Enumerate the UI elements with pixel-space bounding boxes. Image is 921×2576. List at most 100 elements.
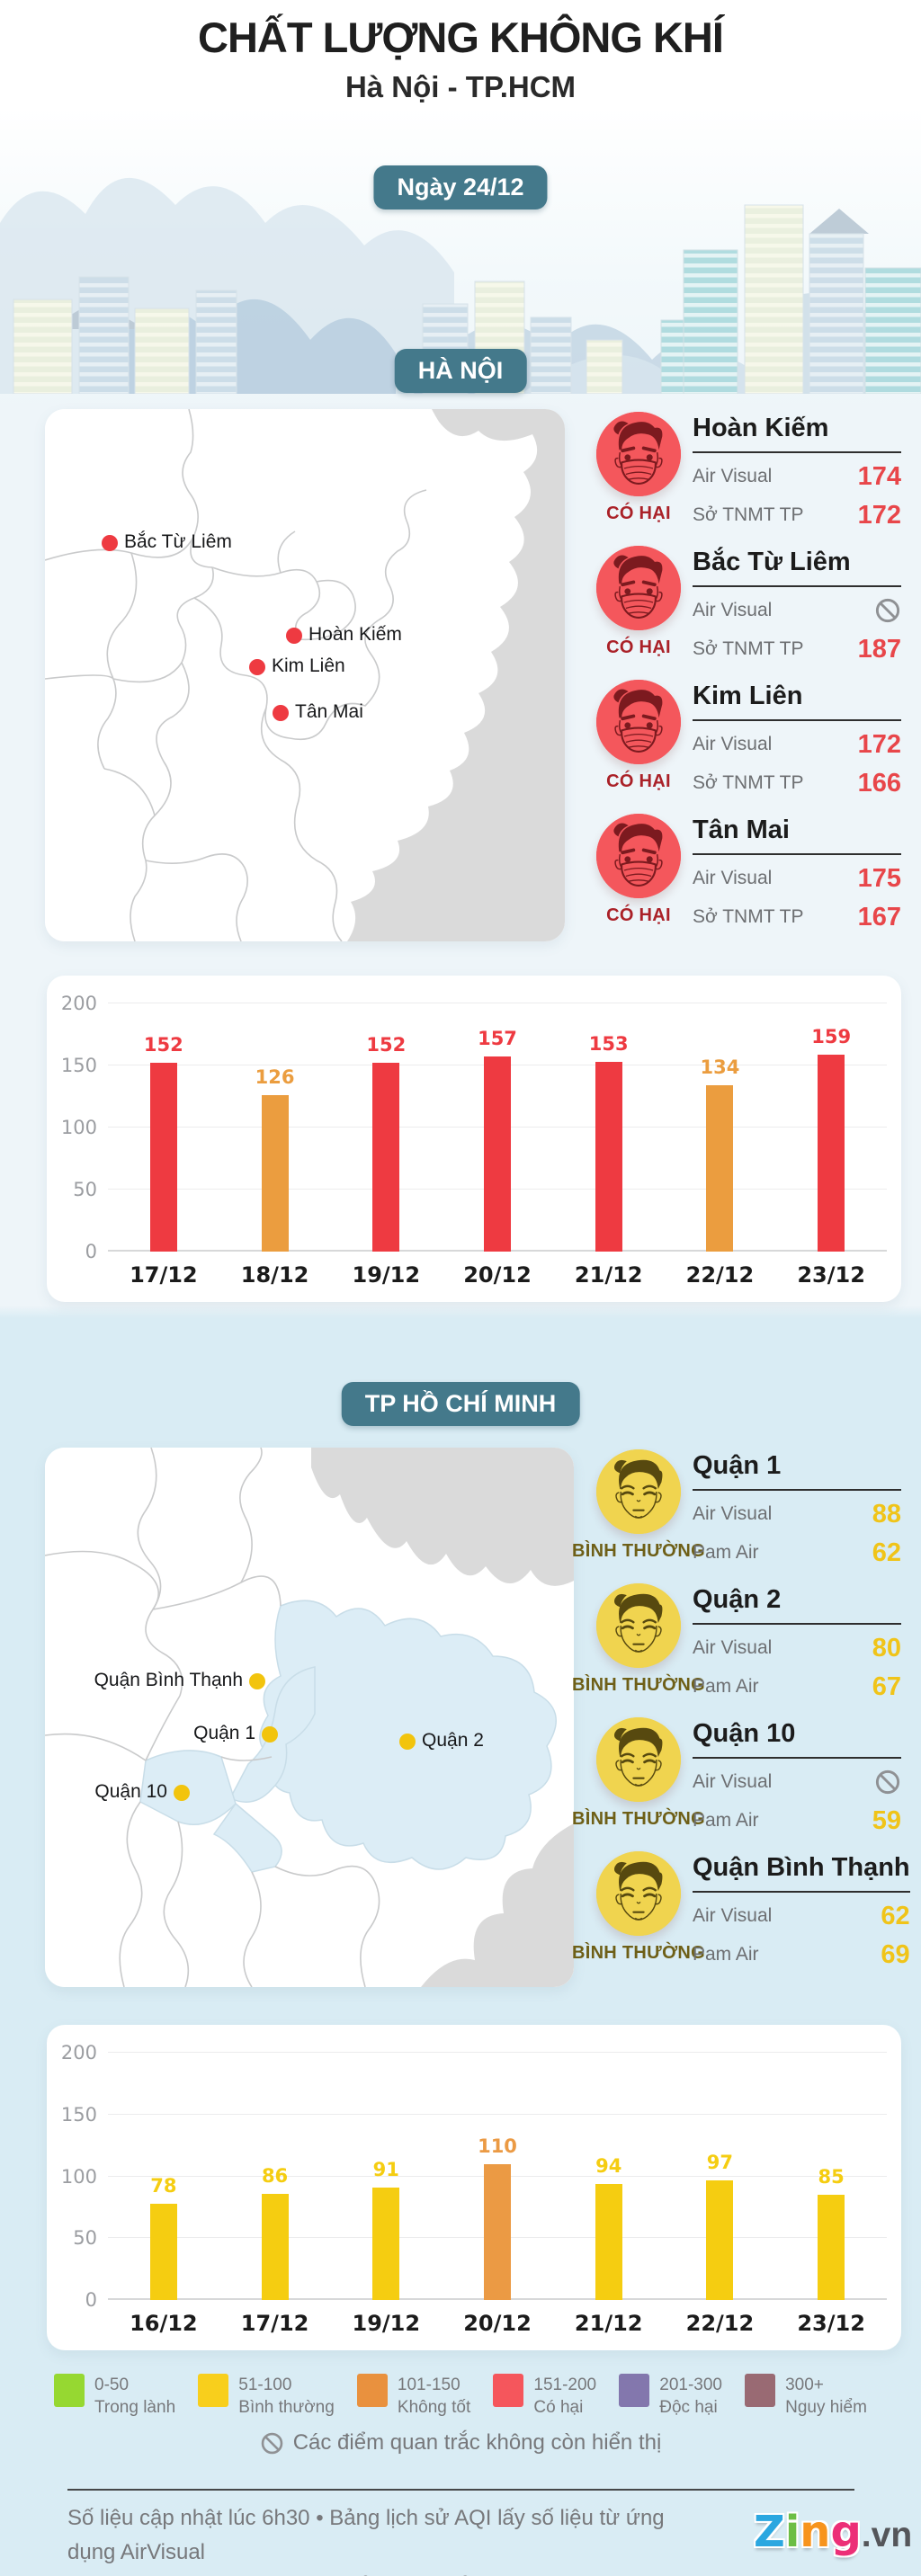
aqi-bar-22-12 bbox=[706, 2179, 734, 2300]
station-name: Quận 10 bbox=[693, 1719, 901, 1759]
aqi-bar-17-12 bbox=[261, 2193, 289, 2300]
reading-source-label: Sở TNMT TP bbox=[693, 906, 804, 927]
station-reading-row: Air Visual 174 bbox=[693, 461, 901, 492]
hanoi-aqi-history-chart: 0 50 100 150 200 152 17/12 126 18/12 152 19/12 157 2… bbox=[47, 976, 901, 1302]
page-subtitle: Hà Nội - TP.HCM bbox=[344, 70, 577, 103]
station-card-quan-2: BÌNH THƯỜNG Quận 2 Air Visual 80 Pam Air 67 bbox=[572, 1583, 901, 1702]
station-icon-col: CÓ HẠI bbox=[585, 680, 693, 798]
y-axis-tick-label: 200 bbox=[60, 993, 97, 1014]
reading-source-label: Sở TNMT TP bbox=[693, 772, 804, 793]
no-entry-icon bbox=[874, 597, 901, 624]
x-axis-tick-label: 16/12 bbox=[130, 2311, 198, 2336]
aqi-bar-17-12 bbox=[149, 1063, 177, 1252]
reading-source-label: Air Visual bbox=[693, 600, 773, 620]
legend-item-trong-lanh: 0-50 Trong lành bbox=[54, 2374, 175, 2419]
legend-color-swatch bbox=[198, 2374, 229, 2407]
y-axis-tick-label: 150 bbox=[60, 2103, 97, 2126]
legend-range: 151-200 bbox=[533, 2375, 597, 2394]
calm-face-icon bbox=[596, 1851, 681, 1936]
station-icon-col: BÌNH THƯỜNG bbox=[572, 1583, 705, 1702]
zing-vn-logo: Zing.vn bbox=[754, 2507, 912, 2557]
station-reading-row: Pam Air 67 bbox=[693, 1671, 901, 1702]
station-name: Quận Bình Thạnh bbox=[693, 1853, 910, 1893]
hcmc-aqi-history-chart: 0 50 100 150 200 78 16/12 86 17/12 91 19/12 110 20/1… bbox=[47, 2025, 901, 2350]
reading-source-label: Pam Air bbox=[693, 1542, 759, 1563]
y-axis-tick-label: 200 bbox=[60, 2042, 97, 2063]
legend-color-swatch bbox=[493, 2374, 524, 2407]
reading-value: 67 bbox=[872, 1671, 901, 1701]
bar-value-label: 110 bbox=[478, 2135, 517, 2157]
legend-item-doc-hai: 201-300 Độc hại bbox=[619, 2374, 722, 2419]
station-info: Quận 1 Air Visual 88 Pam Air 62 bbox=[693, 1449, 901, 1568]
legend-item-binh-thuong: 51-100 Bình thường bbox=[198, 2374, 335, 2419]
aqi-bar-23-12 bbox=[818, 2195, 845, 2300]
bar-value-label: 86 bbox=[261, 2164, 289, 2187]
reading-value: 172 bbox=[857, 729, 901, 759]
bar-value-label: 78 bbox=[150, 2174, 177, 2197]
aqi-bar-21-12 bbox=[595, 1061, 622, 1252]
bar-value-label: 85 bbox=[818, 2166, 845, 2188]
legend-range: 300+ bbox=[785, 2375, 824, 2394]
calm-face-icon bbox=[596, 1583, 681, 1668]
reading-value: 174 bbox=[857, 461, 901, 491]
station-name: Hoàn Kiếm bbox=[693, 414, 901, 453]
no-data-note-text: Các điểm quan trắc không còn hiển thị bbox=[292, 2430, 662, 2455]
map-marker-label: Tân Mai bbox=[295, 701, 363, 722]
station-info: Quận 10 Air Visual Pam Air 59 bbox=[693, 1717, 901, 1836]
status-label: BÌNH THƯỜNG bbox=[571, 1675, 706, 1695]
reading-source-label: Air Visual bbox=[693, 1905, 773, 1926]
reading-value: 80 bbox=[872, 1633, 901, 1662]
city-skyline-illustration bbox=[0, 177, 921, 394]
reading-value: 166 bbox=[857, 768, 901, 798]
x-axis-tick-label: 18/12 bbox=[240, 1262, 309, 1288]
status-label: BÌNH THƯỜNG bbox=[571, 1541, 706, 1561]
station-reading-row: Sở TNMT TP 172 bbox=[693, 500, 901, 530]
y-axis-tick-label: 50 bbox=[73, 2227, 97, 2250]
station-reading-row: Air Visual 172 bbox=[693, 729, 901, 760]
bar-value-label: 126 bbox=[255, 1066, 295, 1089]
map-marker-label: Quận 10 bbox=[94, 1781, 167, 1802]
x-axis-tick-label: 21/12 bbox=[574, 2311, 643, 2336]
legend-label: Không tốt bbox=[397, 2398, 471, 2418]
reading-source-label: Pam Air bbox=[693, 1810, 759, 1831]
legend-label: Nguy hiểm bbox=[785, 2398, 867, 2418]
station-reading-row: Air Visual 175 bbox=[693, 863, 901, 894]
map-marker-label: Quận Bình Thạnh bbox=[94, 1670, 243, 1690]
station-reading-row: Sở TNMT TP 187 bbox=[693, 634, 901, 664]
legend-item-text: 151-200 Có hại bbox=[533, 2374, 596, 2419]
status-label: BÌNH THƯỜNG bbox=[571, 1809, 706, 1829]
gridline bbox=[108, 2113, 887, 2115]
station-card-hoan-kiem: CÓ HẠI Hoàn Kiếm Air Visual 174 Sở TNMT TP 17… bbox=[585, 412, 901, 530]
x-axis-tick-label: 17/12 bbox=[240, 2311, 309, 2336]
station-reading-row: Sở TNMT TP 167 bbox=[693, 902, 901, 932]
reading-value: 62 bbox=[881, 1901, 910, 1930]
map-marker-label: Hoàn Kiếm bbox=[308, 624, 402, 645]
legend-range: 101-150 bbox=[397, 2375, 460, 2394]
legend-color-swatch bbox=[356, 2374, 388, 2407]
station-info: Quận 2 Air Visual 80 Pam Air 67 bbox=[693, 1583, 901, 1702]
reading-value: 88 bbox=[872, 1499, 901, 1529]
aqi-bar-20-12 bbox=[484, 2163, 511, 2300]
map-marker-dot bbox=[249, 1673, 265, 1689]
station-reading-row: Air Visual bbox=[693, 595, 901, 626]
footer-divider bbox=[67, 2489, 854, 2491]
station-icon-col: CÓ HẠI bbox=[585, 546, 693, 664]
hcmc-map-drawing bbox=[45, 1448, 574, 1987]
x-axis-tick-label: 19/12 bbox=[352, 2311, 421, 2336]
map-marker-dot bbox=[273, 705, 289, 721]
legend-label: Có hại bbox=[533, 2398, 584, 2418]
legend-item-text: 300+ Nguy hiểm bbox=[785, 2374, 867, 2419]
station-reading-row: Pam Air 62 bbox=[693, 1538, 901, 1568]
bar-value-label: 97 bbox=[706, 2151, 734, 2173]
station-name: Quận 2 bbox=[693, 1585, 901, 1625]
station-info: Tân Mai Air Visual 175 Sở TNMT TP 167 bbox=[693, 814, 901, 932]
zing-logo-letter: n bbox=[800, 2507, 831, 2557]
reading-source-label: Pam Air bbox=[693, 1944, 759, 1965]
x-axis-tick-label: 23/12 bbox=[797, 2311, 865, 2336]
reading-source-label: Air Visual bbox=[693, 1771, 773, 1792]
y-axis-tick-label: 0 bbox=[85, 1241, 97, 1262]
reading-source-label: Sở TNMT TP bbox=[693, 638, 804, 659]
station-info: Hoàn Kiếm Air Visual 174 Sở TNMT TP 172 bbox=[693, 412, 901, 530]
station-info: Quận Bình Thạnh Air Visual 62 Pam Air 69 bbox=[693, 1851, 910, 1970]
